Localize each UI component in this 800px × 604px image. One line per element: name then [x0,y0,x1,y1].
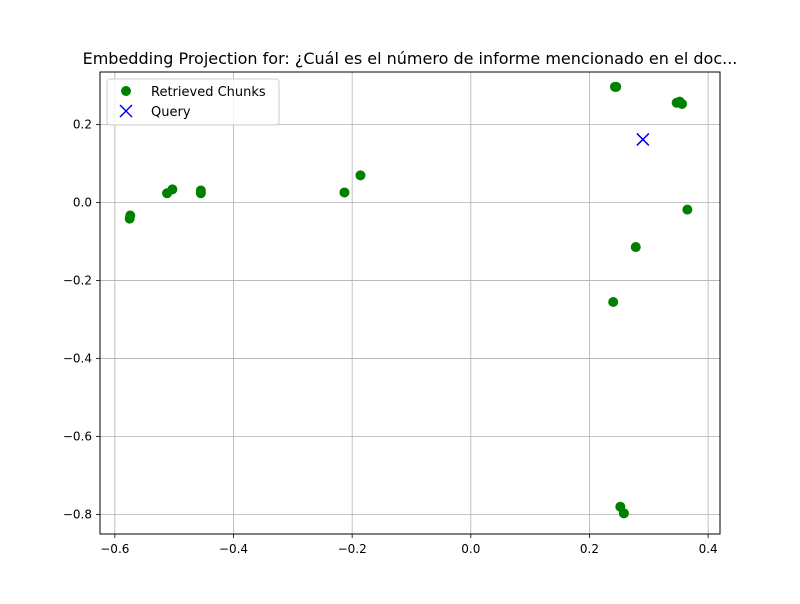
y-tick-label: 0.0 [73,196,92,210]
y-tick-label: −0.4 [63,352,92,366]
retrieved-chunk-point [339,187,350,198]
x-tick-label: −0.4 [219,542,248,556]
x-tick-label: 0.2 [580,542,599,556]
plot-area-frame [99,71,721,535]
chart-title: Embedding Projection for: ¿Cuál es el nú… [83,49,738,68]
y-tick-label: −0.2 [63,274,92,288]
retrieved-chunk-point [124,213,135,224]
retrieved-chunk-point [355,170,366,181]
ticks-layer: −0.6 −0.4 −0.2 0.0 0.2 0.4 −0.8 −0.6 −0.4 −0.2 0.0… [63,118,718,556]
x-tick-label: 0.4 [699,542,718,556]
legend-box [106,78,280,126]
x-tick-label: 0.0 [461,542,480,556]
legend-query-marker [119,104,133,118]
legend-chunks-marker [121,86,131,96]
retrieved-chunk-point [630,242,641,253]
retrieved-chunk-point [195,188,206,199]
retrieved-chunk-point [162,188,173,199]
y-tick-label: −0.6 [63,430,92,444]
grid-layer [100,72,720,534]
retrieved-chunk-point [608,297,619,308]
y-tick-label: 0.2 [73,118,92,132]
y-tick-label: −0.8 [63,508,92,522]
retrieved-chunk-point [677,98,688,109]
retrieved-chunk-point [682,204,693,215]
points-layer [124,81,693,519]
legend-label: Retrieved Chunks [151,85,266,100]
retrieved-chunk-point [611,81,622,92]
query-point [636,132,650,146]
query-point-stroke [636,132,650,146]
legend-label: Query [151,105,191,120]
x-tick-label: −0.6 [100,542,129,556]
retrieved-chunk-point [618,508,629,519]
legend: Retrieved Chunks Query [106,78,280,126]
x-tick-label: −0.2 [338,542,367,556]
